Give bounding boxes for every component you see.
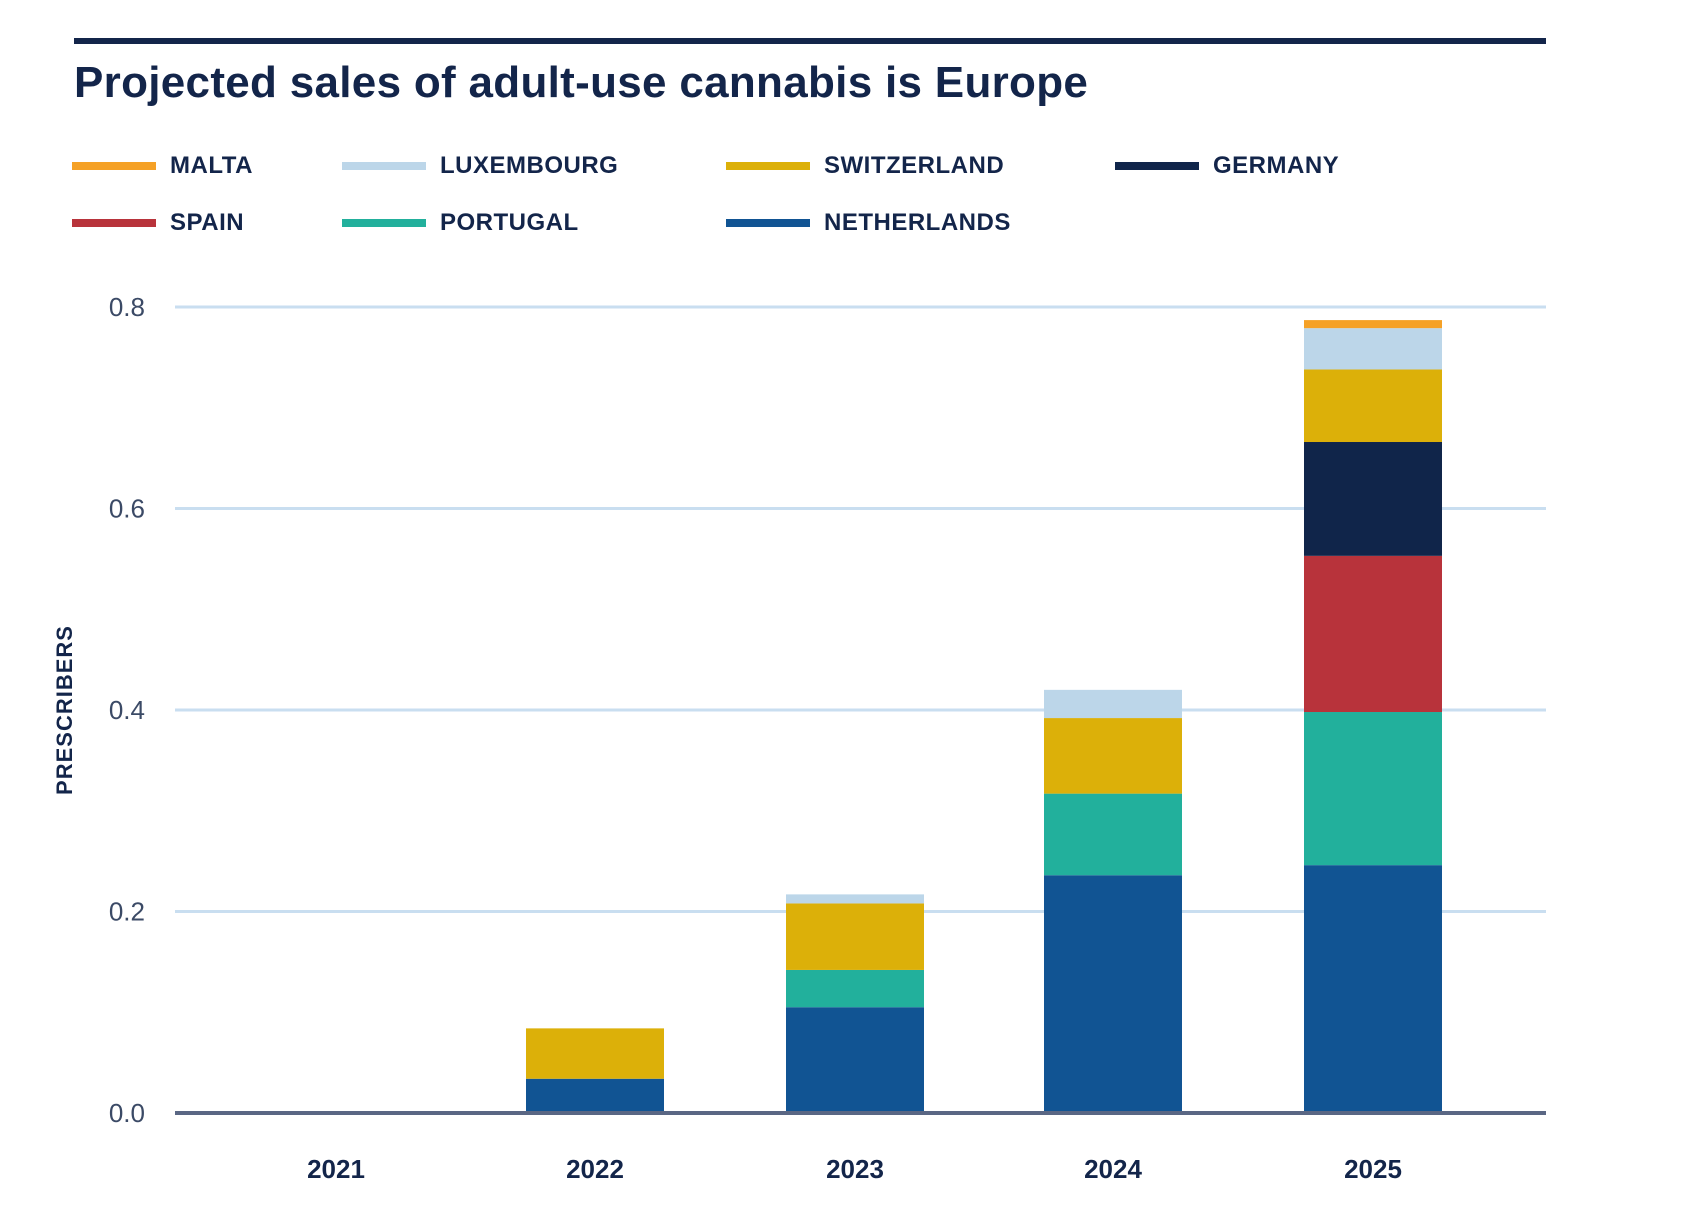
x-tick-label: 2025 <box>1344 1154 1402 1184</box>
bar-2025-germany <box>1304 442 1442 556</box>
legend-label: SWITZERLAND <box>824 152 1005 179</box>
bar-2022-switzerland <box>526 1028 664 1079</box>
y-tick-label: 0.6 <box>109 494 145 524</box>
legend-label: LUXEMBOURG <box>440 152 619 179</box>
x-tick-label: 2024 <box>1084 1154 1142 1184</box>
bar-2024-switzerland <box>1044 718 1182 794</box>
bar-2025-netherlands <box>1304 865 1442 1113</box>
legend-swatch <box>342 162 426 170</box>
bar-2025-luxembourg <box>1304 328 1442 370</box>
legend-item-spain: SPAIN <box>72 209 244 237</box>
legend-swatch <box>726 219 810 227</box>
bar-2023-switzerland <box>786 903 924 970</box>
chart-title: Projected sales of adult-use cannabis is… <box>74 58 1089 107</box>
x-tick-label: 2022 <box>566 1154 624 1184</box>
bar-2024-luxembourg <box>1044 689 1182 719</box>
legend-label: NETHERLANDS <box>824 209 1011 236</box>
y-tick-label: 0.0 <box>109 1098 145 1128</box>
y-tick-label: 0.4 <box>109 695 145 725</box>
bar-2025-spain <box>1304 555 1442 713</box>
bar-2024-netherlands <box>1044 875 1182 1113</box>
legend-item-malta: MALTA <box>72 152 253 180</box>
bar-2023-netherlands <box>786 1007 924 1113</box>
x-tick-label: 2023 <box>826 1154 884 1184</box>
x-tick-label: 2021 <box>307 1154 365 1184</box>
legend-item-netherlands: NETHERLANDS <box>726 209 1011 237</box>
y-tick-label: 0.2 <box>109 897 145 927</box>
bar-2024-portugal <box>1044 793 1182 876</box>
bar-2025-portugal <box>1304 712 1442 866</box>
y-tick-label: 0.8 <box>109 292 145 322</box>
legend-item-luxembourg: LUXEMBOURG <box>342 152 618 180</box>
legend-item-switzerland: SWITZERLAND <box>726 152 1004 180</box>
legend-label: PORTUGAL <box>440 209 579 236</box>
legend-swatch <box>726 162 810 170</box>
legend-swatch <box>72 162 156 170</box>
bar-2025-switzerland <box>1304 369 1442 443</box>
legend-item-germany: GERMANY <box>1115 152 1339 180</box>
legend-label: GERMANY <box>1213 152 1340 179</box>
bar-2025-malta <box>1304 320 1442 329</box>
bar-2023-luxembourg <box>786 894 924 904</box>
bar-2023-portugal <box>786 969 924 1008</box>
legend-label: SPAIN <box>170 209 245 236</box>
y-axis-label: PRESCRIBERS <box>52 625 77 795</box>
title-rule <box>74 38 1546 44</box>
legend-swatch <box>342 219 426 227</box>
legend-swatch <box>72 219 156 227</box>
legend-label: MALTA <box>170 152 253 179</box>
legend-swatch <box>1115 162 1199 170</box>
bar-2022-netherlands <box>526 1078 664 1113</box>
legend-item-portugal: PORTUGAL <box>342 209 579 237</box>
